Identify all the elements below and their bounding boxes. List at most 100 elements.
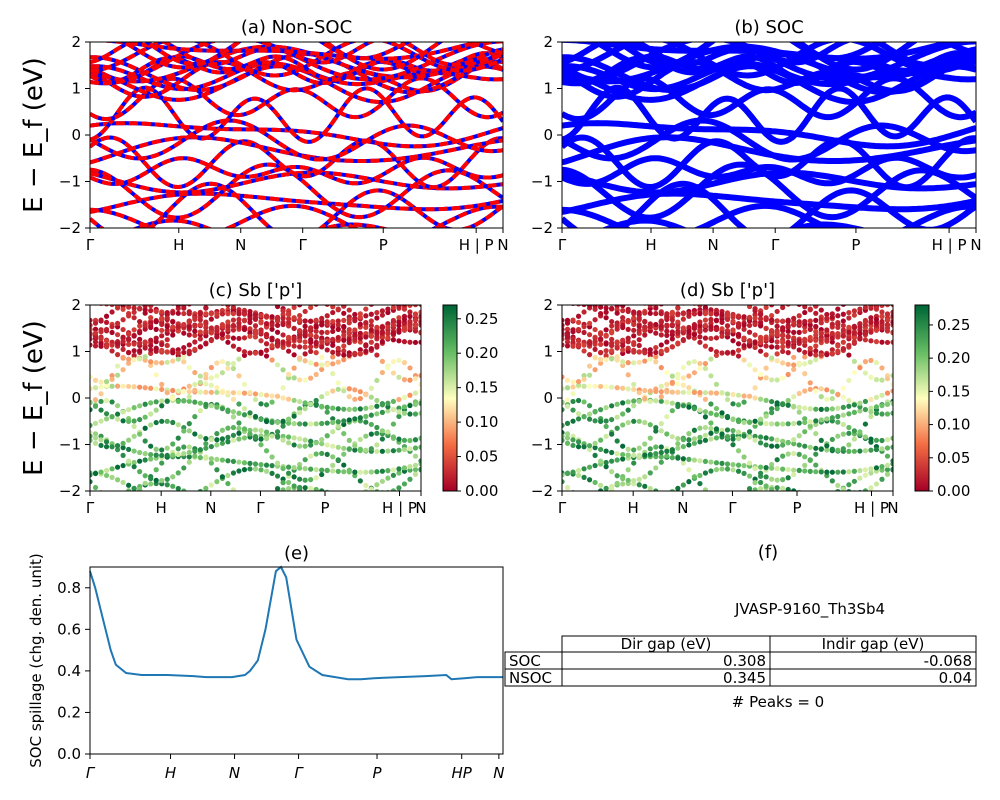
- band-point: [280, 321, 286, 328]
- band-point: [796, 338, 802, 344]
- band-point: [396, 286, 401, 291]
- band-point: [319, 441, 325, 447]
- band-point: [341, 352, 347, 358]
- band-point: [374, 377, 380, 384]
- band-point: [92, 385, 99, 391]
- band-point: [631, 381, 637, 387]
- band-point: [418, 444, 421, 450]
- band-point: [562, 479, 565, 485]
- band-point: [691, 370, 698, 376]
- band-point: [890, 444, 893, 450]
- band-point: [603, 405, 609, 411]
- band-point: [186, 348, 192, 354]
- colorbar-strip: [443, 394, 457, 397]
- band-point: [774, 351, 780, 357]
- band-point: [586, 477, 593, 483]
- band-point: [341, 451, 347, 457]
- band-point: [680, 482, 686, 488]
- band-point: [686, 329, 692, 335]
- colorbar-strip: [443, 373, 457, 377]
- band-point: [98, 499, 103, 504]
- band-point: [90, 386, 93, 392]
- band-point: [570, 336, 576, 342]
- band-point: [686, 431, 692, 437]
- band-line: [562, 42, 976, 79]
- band-point: [148, 443, 154, 449]
- colorbar-strip: [915, 398, 929, 401]
- band-point: [186, 394, 192, 400]
- band-point: [148, 337, 154, 343]
- band-point: [104, 287, 109, 292]
- band-point: [132, 298, 137, 303]
- band-point: [835, 294, 840, 299]
- band-point: [264, 494, 269, 499]
- band-point: [697, 480, 703, 487]
- band-point: [114, 383, 121, 389]
- band-point: [824, 396, 830, 402]
- band-point: [774, 323, 780, 329]
- band-point: [614, 310, 620, 316]
- band-point: [669, 329, 675, 335]
- band-point: [830, 492, 835, 497]
- colorbar-strip: [915, 310, 929, 313]
- colorbar-strip: [915, 314, 929, 317]
- band-point: [291, 336, 297, 342]
- band-point: [357, 478, 363, 484]
- colorbar-strip: [443, 362, 457, 366]
- band-point: [258, 328, 264, 334]
- band-point: [719, 431, 725, 437]
- band-point: [730, 391, 736, 398]
- colorbar-strip: [915, 375, 929, 379]
- band-point: [131, 333, 137, 339]
- band-point: [181, 305, 187, 311]
- band-point: [109, 466, 115, 472]
- band-point: [313, 328, 319, 334]
- band-point: [719, 427, 725, 433]
- band-point: [636, 337, 642, 343]
- band-point: [802, 468, 808, 474]
- band-point: [565, 291, 570, 296]
- band-point: [735, 320, 742, 327]
- band-point: [884, 453, 891, 459]
- band-point: [620, 308, 626, 314]
- band-point: [98, 379, 104, 385]
- band-point: [862, 434, 869, 440]
- band-point: [620, 324, 626, 331]
- colorbar-tick-label: 0.00: [937, 482, 970, 500]
- colorbar-strip: [915, 331, 929, 334]
- band-point: [225, 389, 231, 396]
- band-point: [120, 306, 126, 312]
- band-point: [691, 322, 698, 328]
- band-point: [840, 311, 846, 317]
- band-point: [658, 383, 664, 389]
- band-point: [824, 447, 830, 453]
- band-point: [142, 451, 148, 457]
- band-point: [702, 470, 709, 476]
- band-point: [203, 436, 209, 442]
- band-point: [252, 466, 259, 472]
- band-point: [686, 385, 692, 391]
- band-point: [609, 449, 615, 456]
- band-point: [807, 380, 813, 386]
- band-point: [159, 447, 165, 453]
- band-point: [735, 462, 742, 468]
- band-point: [636, 418, 642, 424]
- band-point: [412, 445, 419, 451]
- band-point: [418, 339, 421, 345]
- band-point: [92, 470, 99, 477]
- band-point: [241, 326, 248, 333]
- band-point: [868, 436, 874, 442]
- band-point: [341, 421, 347, 428]
- band-point: [247, 431, 253, 437]
- colorbar-strip: [443, 357, 457, 360]
- band-point: [109, 414, 115, 420]
- colorbar-strip: [915, 368, 929, 371]
- band-point: [159, 386, 165, 393]
- band-point: [148, 347, 154, 353]
- band-point: [620, 494, 625, 499]
- band-point: [774, 330, 780, 336]
- band-point: [241, 317, 248, 323]
- band-point: [647, 356, 653, 362]
- band-point: [346, 320, 352, 326]
- colorbar-strip: [443, 461, 457, 464]
